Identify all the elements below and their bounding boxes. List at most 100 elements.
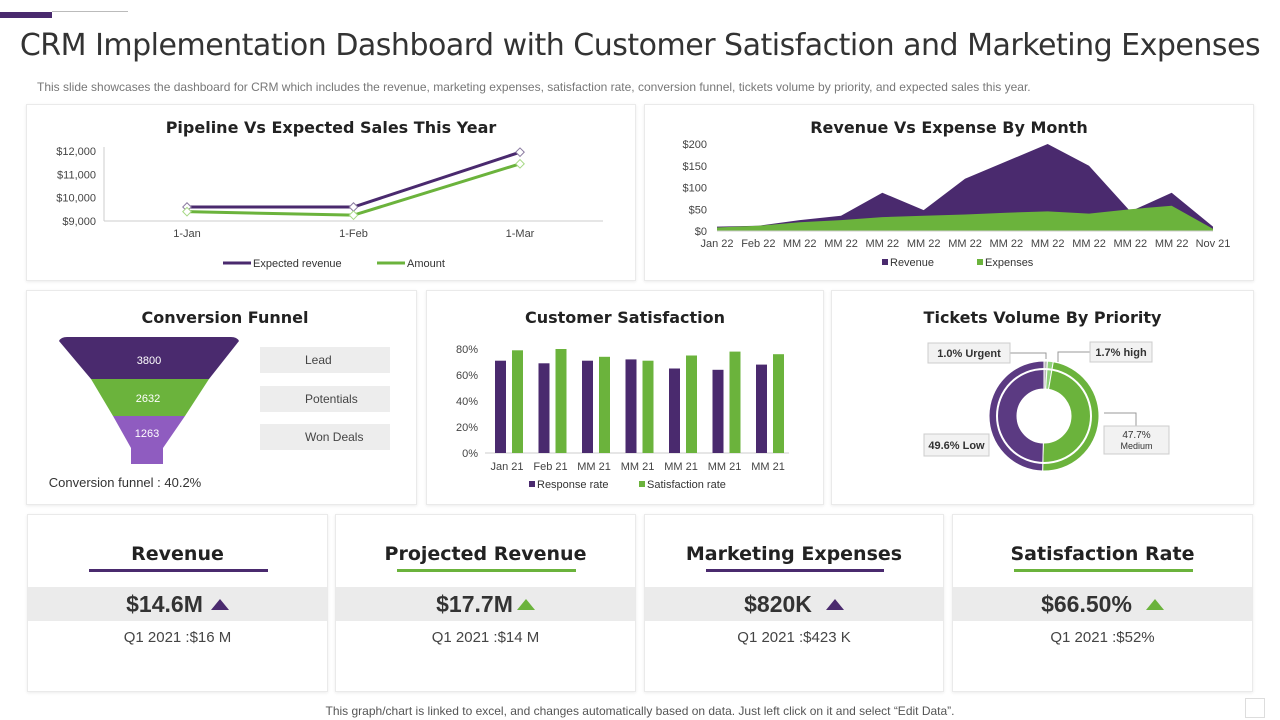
x-tick-label: MM 22 bbox=[1072, 238, 1106, 250]
x-tick-label: MM 22 bbox=[907, 238, 941, 250]
slice-label-box bbox=[1089, 341, 1153, 363]
kpi-title: Satisfaction Rate bbox=[1010, 543, 1195, 565]
slice-label: 1.7% high bbox=[1095, 347, 1147, 359]
x-tick-label: MM 22 bbox=[866, 238, 900, 250]
bar-satisfaction-rate bbox=[773, 354, 784, 453]
y-tick-label: $0 bbox=[695, 226, 707, 238]
kpi-comparison: Q1 2021 :$16 M bbox=[123, 629, 232, 646]
funnel-value-lead: 3800 bbox=[137, 355, 161, 367]
legend-label: Expenses bbox=[985, 257, 1034, 269]
legend-swatch bbox=[639, 481, 645, 487]
legend-swatch bbox=[529, 481, 535, 487]
bar-satisfaction-rate bbox=[642, 360, 654, 453]
data-point bbox=[348, 202, 359, 212]
kpi-band: $14.6M bbox=[28, 587, 327, 621]
revenue-expense-card: Revenue Vs Expense By Month $0 $50 $100 $15… bbox=[644, 104, 1254, 281]
y-tick-label: $12,000 bbox=[56, 146, 96, 158]
bar-satisfaction-rate bbox=[599, 356, 610, 453]
funnel-label-lead: Lead bbox=[260, 347, 390, 373]
x-tick-label: MM 21 bbox=[664, 461, 698, 473]
y-tick-label: $200 bbox=[683, 139, 707, 151]
kpi-value: $820K bbox=[744, 591, 812, 617]
funnel-chart: 3800 2632 1263 bbox=[59, 337, 276, 464]
y-tick-label: 40% bbox=[456, 396, 478, 408]
bar-satisfaction-rate bbox=[512, 350, 523, 453]
kpi-title: Marketing Expenses bbox=[685, 543, 903, 565]
funnel-title: Conversion Funnel bbox=[141, 308, 309, 327]
kpi-band: $17.7M bbox=[336, 587, 635, 621]
bar-response-rate bbox=[712, 369, 724, 453]
legend-label: Response rate bbox=[537, 479, 609, 491]
funnel-label-potentials: Potentials bbox=[260, 386, 390, 412]
y-tick-label: $11,000 bbox=[57, 169, 96, 181]
slice-label: 1.0% Urgent bbox=[937, 348, 1001, 360]
corner-box bbox=[1245, 698, 1265, 718]
tickets-title: Tickets Volume By Priority bbox=[923, 308, 1162, 327]
kpi-value: $17.7M bbox=[436, 591, 513, 617]
y-tick-label: $150 bbox=[683, 161, 707, 173]
x-tick-label: MM 22 bbox=[1114, 238, 1148, 250]
x-tick-label: Feb 22 bbox=[741, 238, 775, 250]
page-title: CRM Implementation Dashboard with Custom… bbox=[19, 28, 1261, 63]
funnel-value-won-deals: 1263 bbox=[135, 428, 159, 440]
pie-slice bbox=[988, 360, 1045, 472]
trend-up-icon bbox=[210, 598, 229, 610]
y-tick-label: $10,000 bbox=[56, 193, 96, 205]
page-subtitle: This slide showcases the dashboard for C… bbox=[37, 80, 1031, 94]
bar-response-rate bbox=[756, 364, 767, 453]
funnel-card: Conversion Funnel 3800 2632 1263 Lead Po… bbox=[26, 290, 417, 505]
bar-response-rate bbox=[582, 360, 593, 453]
slice-label: 47.7% bbox=[1122, 430, 1150, 441]
x-tick-label: MM 22 bbox=[783, 238, 817, 250]
satisfaction-title: Customer Satisfaction bbox=[524, 308, 725, 327]
x-tick-label: MM 22 bbox=[990, 238, 1024, 250]
tickets-chart: 1.0% Urgent 1.7% high 47.7%Medium 49.6% Low bbox=[923, 341, 1170, 472]
kpi-value: $66.50% bbox=[1041, 591, 1132, 617]
funnel-label-won-deals: Won Deals bbox=[260, 424, 390, 450]
y-tick-label: 0% bbox=[462, 448, 478, 460]
kpi-comparison: Q1 2021 :$423 K bbox=[737, 629, 851, 646]
satisfaction-chart: 0% 20% 40% 60% 80% Jan 21 Feb 21 MM 21 MM 21 MM 2… bbox=[456, 344, 789, 491]
slice-label-box bbox=[1103, 425, 1170, 455]
x-tick-label: 1-Jan bbox=[173, 228, 201, 240]
pipeline-card: Pipeline Vs Expected Sales This Year $9,… bbox=[26, 104, 636, 281]
slice-label: 49.6% Low bbox=[928, 440, 985, 452]
leader-line bbox=[1010, 352, 1047, 359]
data-point bbox=[515, 147, 525, 158]
revenue-expense-title: Revenue Vs Expense By Month bbox=[810, 118, 1088, 137]
slice-label-box bbox=[923, 433, 990, 457]
funnel-value-potentials: 2632 bbox=[136, 393, 160, 405]
x-tick-label: Jan 21 bbox=[490, 461, 523, 473]
x-tick-label: 1-Feb bbox=[339, 228, 368, 240]
leader-line bbox=[1104, 412, 1137, 426]
trend-up-icon bbox=[825, 598, 844, 610]
x-tick-label: MM 22 bbox=[948, 238, 982, 250]
y-tick-label: 60% bbox=[456, 370, 478, 382]
slice-label-box bbox=[927, 342, 1011, 364]
x-tick-label: Feb 21 bbox=[533, 461, 567, 473]
funnel-stage-potentials bbox=[91, 379, 209, 416]
x-tick-label: MM 22 bbox=[1155, 238, 1189, 250]
tickets-card: Tickets Volume By Priority 1.0% Urgent 1.… bbox=[831, 290, 1254, 505]
kpi-value: $14.6M bbox=[126, 591, 203, 617]
bar-response-rate bbox=[538, 363, 550, 453]
bar-satisfaction-rate bbox=[555, 349, 567, 453]
funnel-stage-won-deals bbox=[113, 416, 185, 464]
bar-satisfaction-rate bbox=[686, 355, 697, 453]
kpi-title: Projected Revenue bbox=[384, 543, 587, 565]
x-tick-label: MM 22 bbox=[1031, 238, 1065, 250]
y-tick-label: $100 bbox=[683, 183, 707, 195]
revenue-expense-chart: $0 $50 $100 $150 $200 Jan 22 Feb 22 MM 22 MM 22 M… bbox=[683, 139, 1231, 269]
footer-note: This graph/chart is linked to excel, and… bbox=[325, 704, 955, 718]
data-point bbox=[348, 210, 359, 221]
donut-inner-ring bbox=[996, 368, 1092, 464]
legend-swatch bbox=[882, 259, 888, 265]
x-tick-label: 1-Mar bbox=[506, 228, 535, 240]
kpi-comparison: Q1 2021 :$14 M bbox=[431, 629, 540, 646]
bar-satisfaction-rate bbox=[729, 351, 741, 453]
x-tick-label: MM 21 bbox=[577, 461, 611, 473]
kpi-underline bbox=[706, 569, 884, 572]
x-tick-label: MM 21 bbox=[751, 461, 785, 473]
leader-line bbox=[1057, 351, 1090, 362]
kpi-card-projected-revenue: Projected Revenue $17.7M Q1 2021 :$14 M bbox=[335, 514, 636, 692]
